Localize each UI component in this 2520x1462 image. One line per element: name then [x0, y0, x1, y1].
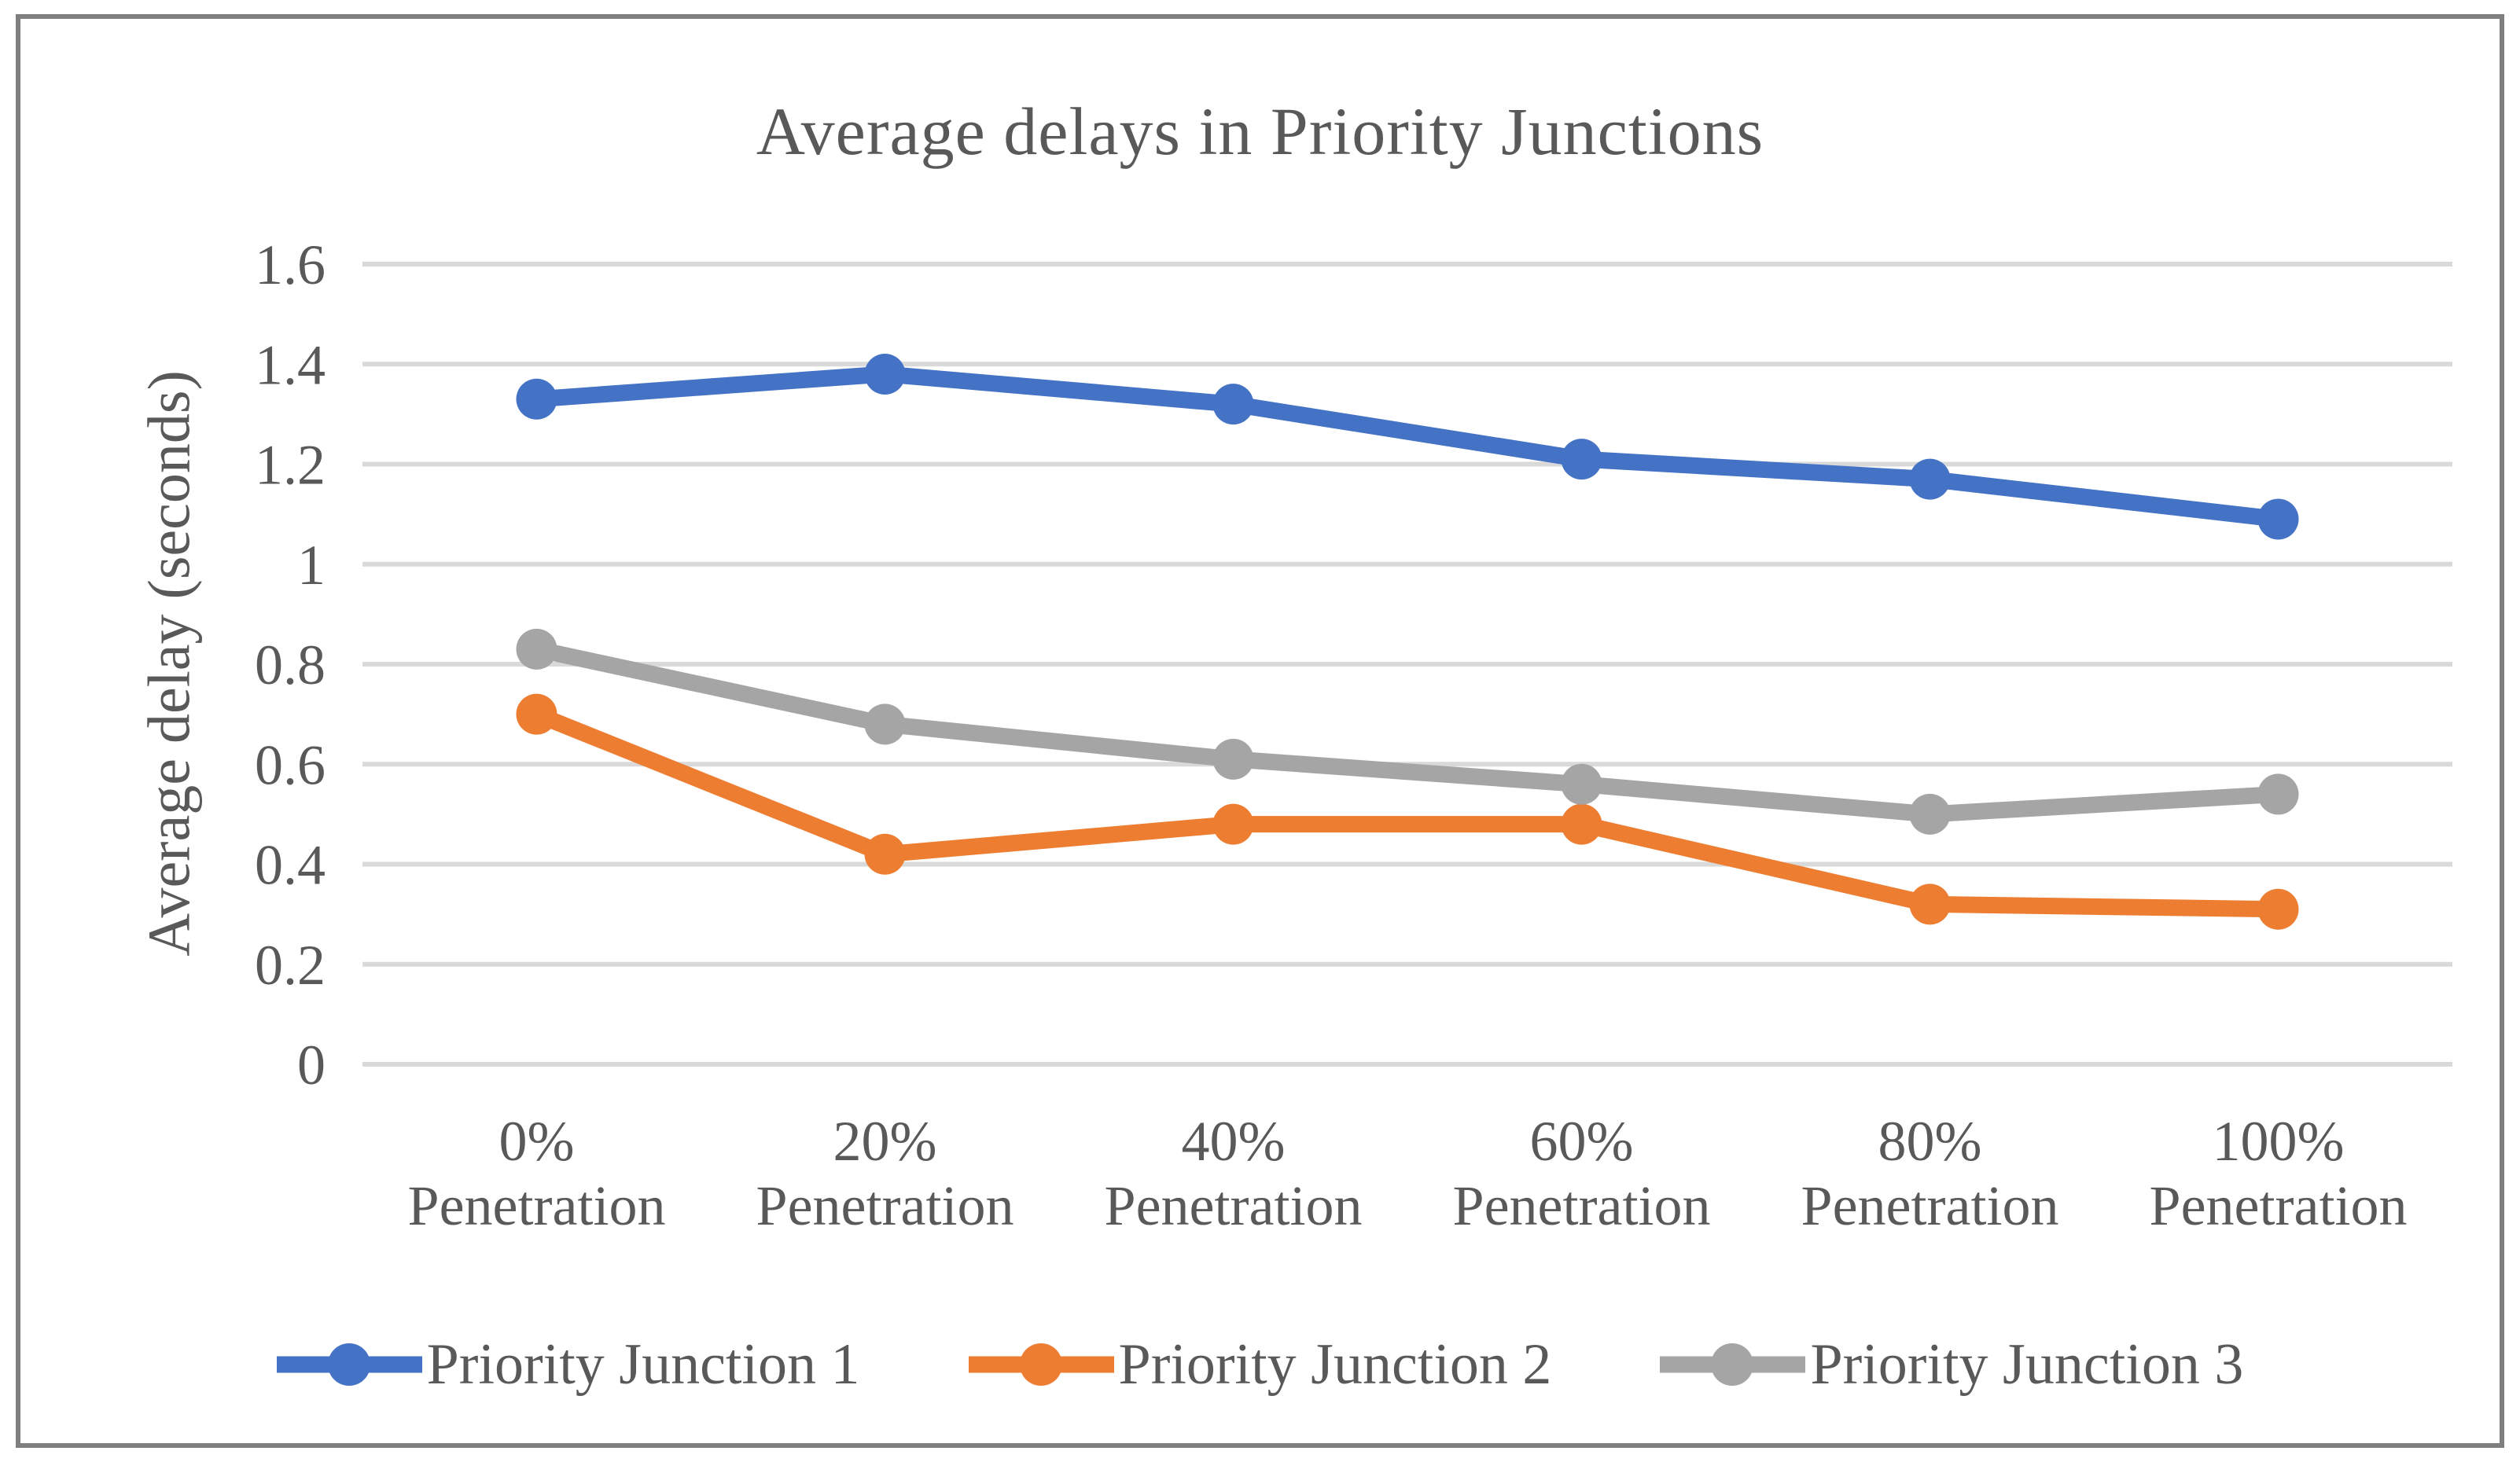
- x-tick-label: 60%: [1530, 1110, 1634, 1173]
- legend-marker-icon: [276, 1343, 422, 1386]
- data-point-marker: [1909, 793, 1951, 835]
- x-tick-label: 40%: [1182, 1110, 1286, 1173]
- series-line: [528, 641, 2286, 823]
- chart-title: Average delays in Priority Junctions: [756, 94, 1764, 169]
- x-tick-label: 100%: [2213, 1110, 2345, 1173]
- legend-marker-icon: [968, 1343, 1114, 1386]
- y-tick-label: 0.6: [255, 733, 326, 796]
- legend-item: Priority Junction 2: [968, 1321, 1552, 1408]
- data-point-marker: [516, 628, 557, 670]
- data-point-marker: [1212, 738, 1254, 780]
- x-tick-sublabel: Penetration: [408, 1174, 666, 1237]
- data-point-marker: [2257, 888, 2299, 930]
- x-tick-sublabel: Penetration: [1105, 1174, 1363, 1237]
- data-point-marker: [864, 703, 906, 745]
- x-tick-sublabel: Penetration: [1453, 1174, 1711, 1237]
- plot-area: 00.20.40.60.811.21.41.60%Penetration20%P…: [255, 233, 2452, 1237]
- legend-label: Priority Junction 3: [1810, 1332, 2244, 1397]
- data-point-marker: [1561, 439, 1602, 480]
- x-tick-sublabel: Penetration: [2150, 1174, 2408, 1237]
- data-point-marker: [516, 378, 557, 420]
- data-point-marker: [1909, 458, 1951, 500]
- data-point-marker: [1212, 803, 1254, 845]
- data-point-marker: [2257, 498, 2299, 540]
- x-tick-sublabel: Penetration: [1801, 1174, 2059, 1237]
- legend-label: Priority Junction 2: [1118, 1332, 1552, 1397]
- x-tick-label: 0%: [499, 1110, 575, 1173]
- data-point-marker: [1561, 763, 1602, 805]
- x-tick-label: 20%: [833, 1110, 937, 1173]
- data-point-marker: [2257, 773, 2299, 815]
- y-tick-label: 1.2: [255, 434, 326, 497]
- series-line: [528, 706, 2286, 918]
- data-point-marker: [1561, 803, 1602, 845]
- y-tick-label: 1.6: [255, 233, 326, 296]
- legend-marker-icon: [1660, 1343, 1806, 1386]
- legend-item: Priority Junction 3: [1660, 1321, 2243, 1408]
- y-tick-label: 1.4: [255, 333, 326, 396]
- legend-item: Priority Junction 1: [276, 1321, 860, 1408]
- y-tick-label: 0: [297, 1034, 326, 1096]
- y-tick-label: 1: [297, 534, 326, 597]
- legend-label: Priority Junction 1: [426, 1332, 860, 1397]
- y-tick-label: 0.4: [255, 834, 326, 897]
- x-tick-label: 80%: [1878, 1110, 1982, 1173]
- x-tick-sublabel: Penetration: [756, 1174, 1014, 1237]
- data-point-marker: [516, 693, 557, 735]
- data-point-marker: [1212, 384, 1254, 425]
- y-tick-label: 0.2: [255, 934, 326, 997]
- series-line: [528, 366, 2286, 527]
- y-tick-label: 0.8: [255, 634, 326, 696]
- data-point-marker: [864, 833, 906, 875]
- legend: Priority Junction 1 Priority Junction 2 Pr…: [20, 1317, 2500, 1412]
- data-point-marker: [1909, 883, 1951, 925]
- chart-border: Average delays in Priority Junctions Ave…: [16, 14, 2504, 1448]
- data-point-marker: [864, 353, 906, 395]
